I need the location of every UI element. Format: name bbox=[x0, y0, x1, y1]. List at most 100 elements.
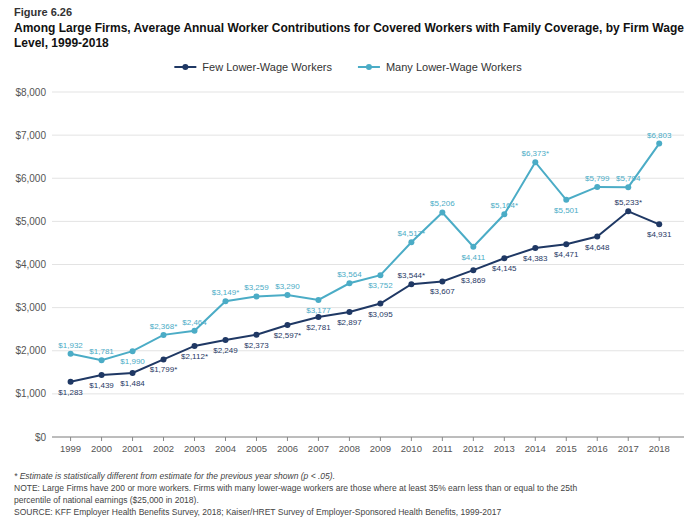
x-tick-label: 2006 bbox=[277, 443, 298, 454]
plot-area bbox=[68, 141, 663, 385]
x-tick bbox=[256, 437, 257, 441]
data-label: $5,206 bbox=[430, 199, 455, 208]
data-label: $5,501 bbox=[554, 206, 579, 215]
x-axis-line bbox=[52, 437, 684, 438]
data-label: $2,597* bbox=[274, 331, 302, 340]
grid-line bbox=[52, 264, 684, 265]
y-tick-label: $3,000 bbox=[15, 302, 46, 313]
data-label: $3,177 bbox=[306, 306, 331, 315]
x-tick bbox=[132, 437, 133, 441]
series-marker bbox=[656, 221, 662, 227]
series-marker bbox=[253, 293, 259, 299]
x-tick bbox=[411, 437, 412, 441]
x-tick-label: 2002 bbox=[153, 443, 174, 454]
x-tick bbox=[70, 437, 71, 441]
y-tick-label: $0 bbox=[35, 432, 47, 443]
footnote: SOURCE: KFF Employer Health Benefits Sur… bbox=[14, 507, 502, 517]
x-tick bbox=[349, 437, 350, 441]
data-label: $2,897 bbox=[337, 318, 362, 327]
data-label: $2,112* bbox=[181, 352, 208, 361]
series-marker bbox=[377, 301, 383, 307]
series-marker bbox=[315, 297, 321, 303]
x-tick bbox=[163, 437, 164, 441]
series-marker bbox=[470, 267, 476, 273]
legend: Few Lower-Wage WorkersMany Lower-Wage Wo… bbox=[174, 61, 522, 73]
grid-line bbox=[52, 393, 684, 394]
series-marker bbox=[130, 370, 136, 376]
series-marker bbox=[470, 244, 476, 250]
x-tick-label: 2010 bbox=[401, 443, 422, 454]
data-label: $1,932 bbox=[58, 341, 83, 350]
series-marker bbox=[625, 208, 631, 214]
data-label: $4,471 bbox=[554, 250, 579, 259]
data-label: $4,383 bbox=[523, 254, 548, 263]
grid-line bbox=[52, 350, 684, 351]
x-tick-label: 2015 bbox=[556, 443, 577, 454]
x-tick-label: 2018 bbox=[649, 443, 670, 454]
data-label: $5,794 bbox=[616, 174, 641, 183]
series-marker bbox=[99, 372, 105, 378]
x-tick-label: 2017 bbox=[618, 443, 639, 454]
data-label: $3,752 bbox=[368, 281, 393, 290]
title: Level, 1999-2018 bbox=[14, 36, 109, 50]
series-marker bbox=[532, 245, 538, 251]
y-tick-label: $5,000 bbox=[15, 216, 46, 227]
data-label: $3,290 bbox=[275, 282, 300, 291]
x-axis: 1999200020012002200320042005200620072008… bbox=[52, 437, 684, 454]
data-label: $1,484 bbox=[120, 379, 145, 388]
footnotes: * Estimate is statistically different fr… bbox=[14, 471, 577, 517]
data-label: $4,931 bbox=[647, 230, 672, 239]
x-tick bbox=[442, 437, 443, 441]
series-marker bbox=[625, 184, 631, 190]
x-tick bbox=[597, 437, 598, 441]
chart: Figure 6.26Among Large Firms, Average An… bbox=[0, 0, 698, 525]
data-label: $3,564 bbox=[337, 270, 362, 279]
data-label: $2,368* bbox=[150, 322, 178, 331]
data-label: $1,439 bbox=[89, 381, 114, 390]
y-tick-label: $6,000 bbox=[15, 173, 46, 184]
x-tick bbox=[225, 437, 226, 441]
series-marker bbox=[68, 379, 74, 385]
data-label: $5,164* bbox=[491, 201, 519, 210]
series-marker bbox=[439, 209, 445, 215]
y-tick-label: $7,000 bbox=[15, 130, 46, 141]
data-label: $6,803 bbox=[647, 131, 672, 140]
data-label: $1,799* bbox=[150, 365, 178, 374]
data-label: $4,411 bbox=[461, 253, 485, 262]
data-label: $3,259 bbox=[244, 283, 269, 292]
series-marker bbox=[192, 343, 198, 349]
series-marker bbox=[501, 211, 507, 217]
series-marker bbox=[594, 234, 600, 240]
series-marker bbox=[594, 184, 600, 190]
data-label: $1,990 bbox=[120, 357, 145, 366]
x-tick-label: 2011 bbox=[432, 443, 452, 454]
x-tick-label: 2004 bbox=[215, 443, 236, 454]
data-label: $3,607 bbox=[430, 287, 455, 296]
x-tick-label: 2000 bbox=[91, 443, 112, 454]
x-tick bbox=[318, 437, 319, 441]
x-tick bbox=[504, 437, 505, 441]
series-marker bbox=[68, 351, 74, 357]
x-tick-label: 2014 bbox=[525, 443, 546, 454]
data-label: $3,869 bbox=[461, 276, 486, 285]
data-label: $1,781 bbox=[89, 347, 114, 356]
footnote: NOTE: Large Firms have 200 or more worke… bbox=[14, 483, 577, 493]
data-label: $3,149* bbox=[212, 288, 240, 297]
data-label: $4,517* bbox=[398, 229, 426, 238]
data-label: $2,373 bbox=[244, 341, 269, 350]
x-tick bbox=[659, 437, 660, 441]
series-marker bbox=[284, 292, 290, 298]
data-label: $1,283 bbox=[58, 388, 83, 397]
data-label: $6,373* bbox=[521, 149, 549, 158]
data-label: $4,145 bbox=[492, 264, 517, 273]
data-labels: $1,283$1,439$1,484$1,799*$2,112*$2,249$2… bbox=[58, 131, 672, 397]
grid-line bbox=[52, 437, 684, 438]
figure-label: Figure 6.26 bbox=[14, 6, 72, 18]
series-marker bbox=[377, 272, 383, 278]
data-label: $2,464 bbox=[182, 318, 207, 327]
x-tick bbox=[287, 437, 288, 441]
x-tick-label: 2016 bbox=[587, 443, 608, 454]
x-tick-label: 1999 bbox=[60, 443, 81, 454]
series-marker bbox=[346, 280, 352, 286]
series-marker bbox=[656, 141, 662, 147]
